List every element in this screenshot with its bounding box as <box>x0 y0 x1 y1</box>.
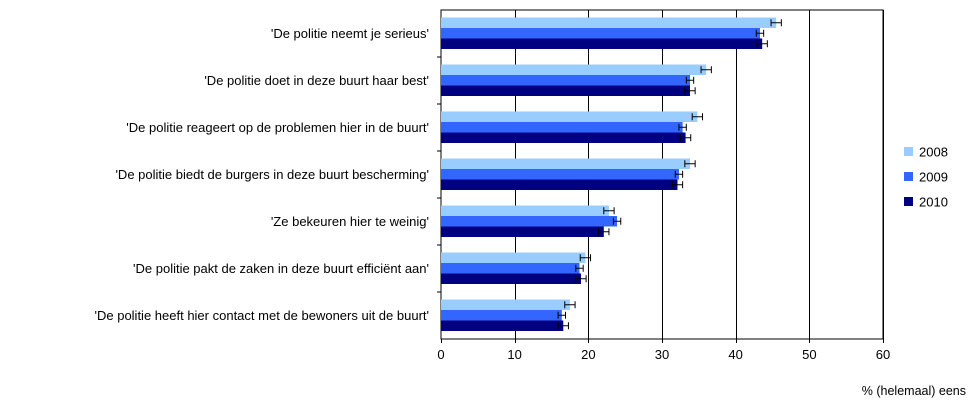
category-label: 'De politie neemt je serieus' <box>271 26 429 41</box>
bar-2010-4 <box>441 179 678 190</box>
category-label: 'De politie biedt de burgers in deze buu… <box>115 167 429 182</box>
bar-2008-3 <box>441 111 698 122</box>
bar-2010-7 <box>441 320 564 331</box>
legend-label-2009: 2009 <box>919 170 948 185</box>
bar-2009-3 <box>441 122 683 133</box>
legend-label-2008: 2008 <box>919 145 948 160</box>
bar-2010-1 <box>441 38 763 49</box>
bar-2008-7 <box>441 299 570 310</box>
bar-2009-7 <box>441 310 562 321</box>
category-label: 'De politie heeft hier contact met de be… <box>95 308 430 323</box>
legend-swatch-2009 <box>904 172 913 181</box>
legend-swatch-2010 <box>904 197 913 206</box>
x-tick-label: 20 <box>581 347 595 362</box>
legend-swatch-2008 <box>904 147 913 156</box>
category-label: 'De politie doet in deze buurt haar best… <box>204 73 429 88</box>
x-tick-label: 50 <box>802 347 816 362</box>
category-label: 'De politie reageert op de problemen hie… <box>126 120 429 135</box>
x-tick-label: 0 <box>437 347 444 362</box>
bar-2008-2 <box>441 64 707 75</box>
x-tick-label: 40 <box>728 347 742 362</box>
legend-label-2010: 2010 <box>919 195 948 210</box>
bar-2008-6 <box>441 252 586 263</box>
bar-2010-5 <box>441 226 604 237</box>
bar-2010-6 <box>441 273 581 284</box>
bar-2009-2 <box>441 75 690 86</box>
category-label: 'Ze bekeuren hier te weinig' <box>271 214 429 229</box>
category-label: 'De politie pakt de zaken in deze buurt … <box>133 261 429 276</box>
x-axis-title: % (helemaal) eens <box>862 384 966 398</box>
x-tick-label: 60 <box>876 347 890 362</box>
x-tick-label: 30 <box>655 347 669 362</box>
x-tick-label: 10 <box>507 347 521 362</box>
bar-2008-4 <box>441 158 690 169</box>
bar-2009-1 <box>441 28 760 39</box>
bar-2008-1 <box>441 17 777 28</box>
bar-2010-2 <box>441 85 690 96</box>
bar-2009-6 <box>441 263 580 274</box>
bar-2009-5 <box>441 216 618 227</box>
bar-2010-3 <box>441 132 686 143</box>
bar-2008-5 <box>441 205 609 216</box>
bar-2009-4 <box>441 169 679 180</box>
